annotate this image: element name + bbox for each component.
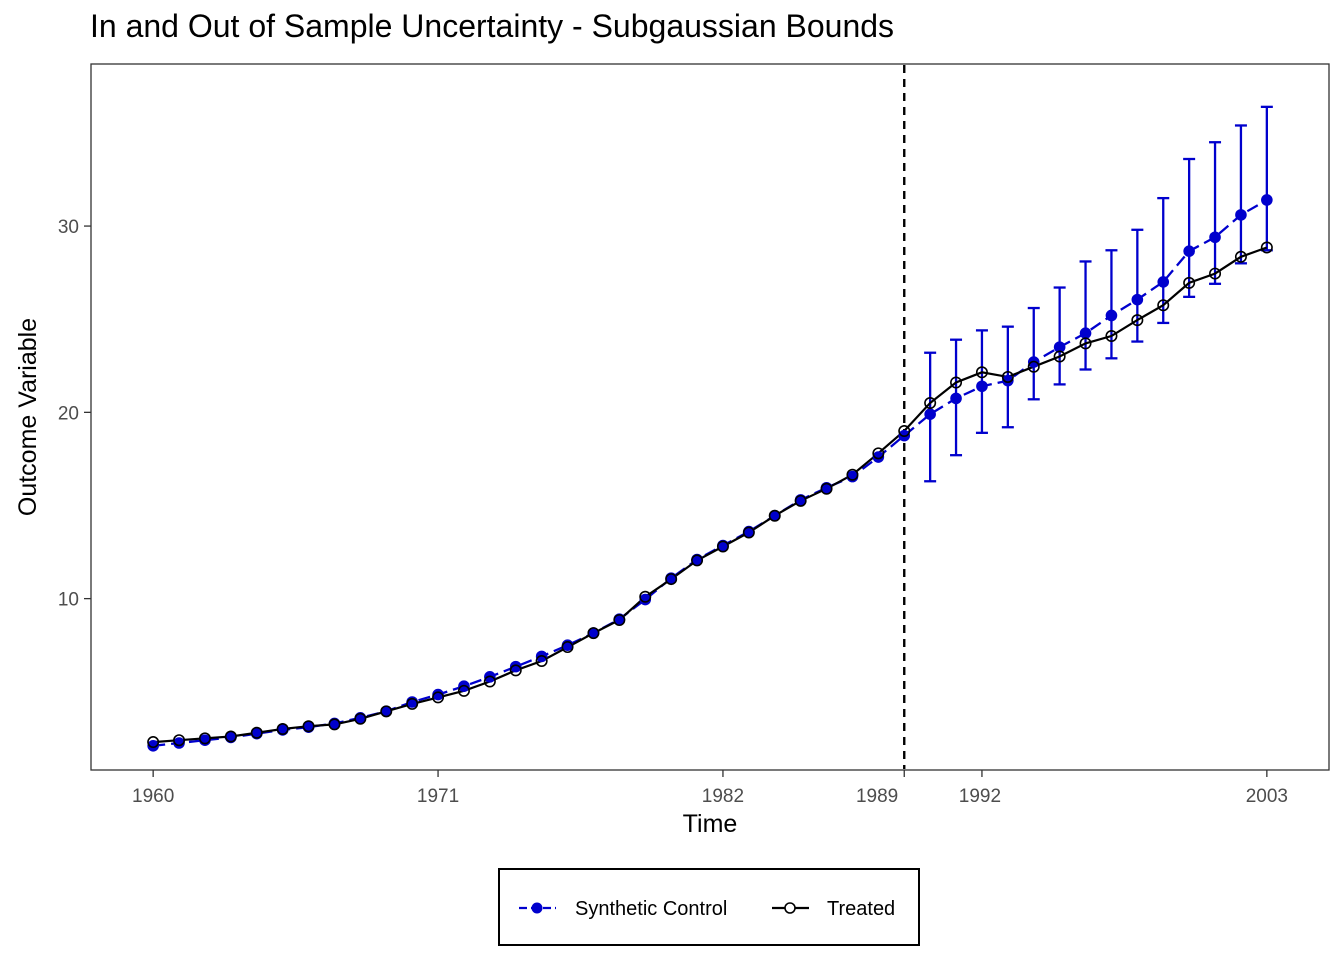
- synthetic-control-point: [639, 593, 652, 606]
- treated-point: [872, 447, 885, 460]
- x-tick-label: 2003: [1246, 786, 1288, 807]
- legend-treated-marker: [784, 902, 796, 914]
- x-axis-title: Time: [683, 810, 738, 838]
- treated-line: [153, 246, 1268, 744]
- treated-point: [716, 540, 729, 553]
- treated-point: [1183, 276, 1196, 289]
- synthetic-control-point: [768, 509, 781, 522]
- synthetic-control-point: [872, 451, 885, 463]
- treated-point: [924, 397, 937, 410]
- treated-point: [1260, 241, 1273, 254]
- treated-point: [768, 509, 781, 522]
- synthetic-control-point: [976, 380, 988, 393]
- treated-point: [302, 720, 315, 733]
- treated-point: [457, 684, 470, 697]
- synthetic-control-point: [950, 392, 962, 405]
- treated-point: [173, 734, 186, 747]
- treated-point: [354, 712, 367, 725]
- legend: Synthetic Control Treated: [498, 868, 920, 946]
- synthetic-control-point: [1183, 245, 1195, 258]
- treated-point: [794, 494, 807, 507]
- error-bar: [1027, 306, 1040, 401]
- treated-point: [1209, 267, 1222, 280]
- legend-box: [498, 868, 920, 946]
- treated-point: [691, 554, 704, 567]
- legend-synthetic-marker: [531, 902, 543, 914]
- treated-point: [380, 705, 393, 718]
- legend-synthetic-label: Synthetic Control: [575, 898, 727, 920]
- treated-point: [587, 627, 600, 640]
- treated-point: [1001, 370, 1014, 383]
- treated-point: [820, 482, 833, 495]
- synthetic-control-point: [1002, 374, 1014, 387]
- treated-point: [898, 424, 911, 437]
- synthetic-control-line: [153, 199, 1268, 747]
- synthetic-control-point: [173, 737, 185, 749]
- synthetic-control-point: [509, 660, 522, 673]
- synthetic-control-point: [1209, 231, 1221, 244]
- treated-point: [975, 366, 988, 379]
- plot-panel: [90, 63, 1330, 771]
- treated-point: [742, 526, 755, 539]
- synthetic-control-point: [1157, 276, 1170, 288]
- x-tick-label: 1992: [959, 786, 1001, 807]
- synthetic-control-point: [1261, 194, 1273, 206]
- y-tick-label: 20: [58, 403, 79, 424]
- x-tick-label: 1989: [856, 786, 898, 807]
- synthetic-control-point: [380, 705, 393, 718]
- synthetic-control-point: [1079, 327, 1092, 339]
- error-bar: [1157, 196, 1170, 325]
- treated-point: [1105, 329, 1118, 342]
- treated-point: [432, 691, 445, 704]
- treated-point: [276, 723, 289, 736]
- y-tick-label: 10: [58, 590, 79, 611]
- treated-point: [406, 697, 419, 710]
- treated-point: [1157, 299, 1170, 312]
- treated-point: [535, 655, 548, 668]
- x-tick-label: 1960: [132, 786, 174, 807]
- treated-point: [613, 614, 626, 627]
- treated-point: [483, 675, 496, 688]
- chart-title: In and Out of Sample Uncertainty - Subga…: [90, 8, 895, 44]
- error-bar: [1053, 286, 1066, 386]
- synthetic-control-point: [1131, 293, 1144, 306]
- synthetic-control-point: [924, 408, 936, 421]
- error-bar: [1079, 260, 1092, 371]
- treated-point: [224, 730, 237, 743]
- x-tick-label: 1982: [702, 786, 744, 807]
- treated-point: [1234, 250, 1247, 263]
- treated-point: [846, 468, 859, 481]
- treated-point: [147, 736, 160, 749]
- synthetic-control-point: [1235, 209, 1247, 221]
- synthetic-control-point: [147, 739, 159, 752]
- error-bar: [1131, 228, 1144, 343]
- treated-point: [665, 573, 678, 586]
- treated-point: [328, 718, 341, 731]
- error-bar: [1183, 157, 1196, 298]
- synthetic-control-point: [1105, 309, 1118, 322]
- treated-point: [509, 664, 522, 677]
- x-tick-label: 1971: [417, 786, 459, 807]
- y-axis-title: Outcome Variable: [14, 318, 42, 516]
- error-bar: [1260, 105, 1273, 252]
- legend-treated-label: Treated: [827, 898, 895, 920]
- synthetic-control-point: [1053, 341, 1066, 353]
- synthetic-control-point: [587, 627, 600, 639]
- error-bar: [1209, 141, 1222, 285]
- treated-point: [1027, 360, 1040, 373]
- treated-point: [250, 726, 263, 739]
- error-bar: [1105, 249, 1118, 360]
- synthetic-control-point: [432, 688, 444, 701]
- treated-point: [198, 732, 211, 745]
- treated-point: [639, 590, 652, 603]
- treated-point: [1053, 350, 1066, 363]
- error-bar: [1234, 124, 1247, 265]
- y-tick-label: 30: [58, 217, 79, 238]
- treated-point: [1079, 337, 1092, 350]
- treated-point: [561, 641, 574, 654]
- treated-point: [950, 376, 963, 389]
- treated-point: [1131, 314, 1144, 327]
